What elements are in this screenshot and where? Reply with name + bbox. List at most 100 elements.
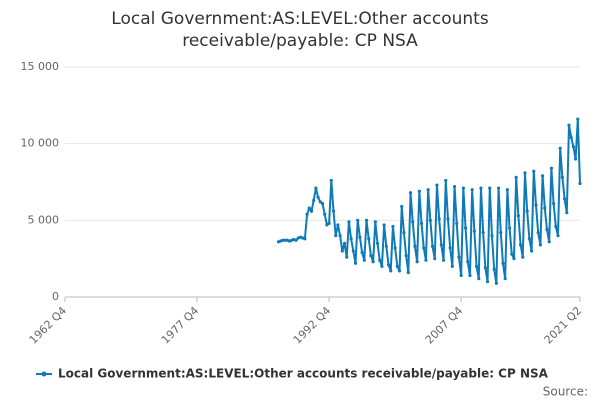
data-point: [525, 209, 529, 213]
data-point: [547, 240, 551, 244]
data-point: [496, 186, 501, 190]
data-point: [338, 234, 342, 238]
data-point: [518, 243, 523, 247]
data-point: [312, 198, 316, 202]
data-point: [455, 221, 459, 225]
data-point: [327, 221, 331, 225]
y-tick-label: 0: [52, 290, 59, 303]
data-point: [281, 238, 285, 242]
data-point: [411, 220, 415, 224]
data-point: [505, 188, 509, 192]
data-point: [391, 224, 395, 229]
data-point: [316, 195, 320, 199]
data-point: [485, 280, 490, 284]
data-point: [452, 185, 457, 189]
x-tick-label: 1962 Q4: [27, 304, 70, 347]
legend-swatch-dot: [41, 371, 47, 377]
data-point: [540, 174, 545, 178]
data-point: [283, 238, 287, 242]
data-point: [437, 217, 441, 221]
data-point: [408, 191, 413, 195]
source: Source:: [543, 385, 588, 399]
data-point: [532, 169, 536, 173]
data-point: [367, 237, 371, 241]
data-point: [422, 246, 426, 250]
data-point: [358, 235, 362, 239]
legend-label: Local Government:AS:LEVEL:Other accounts…: [58, 367, 549, 381]
data-point: [345, 255, 349, 259]
data-point: [314, 186, 318, 190]
data-point: [349, 237, 353, 241]
data-point: [430, 244, 435, 248]
data-point: [424, 258, 428, 262]
data-point: [323, 212, 327, 216]
data-point: [558, 146, 562, 150]
data-point: [523, 171, 527, 175]
data-point: [393, 246, 397, 250]
data-point: [384, 244, 388, 248]
data-point: [362, 258, 366, 262]
data-point: [534, 203, 538, 207]
data-point: [521, 255, 525, 259]
data-point: [397, 269, 402, 273]
data-point: [481, 231, 485, 235]
data-point: [578, 181, 582, 186]
data-point: [494, 281, 498, 285]
y-tick-label: 5 000: [28, 213, 60, 226]
data-point: [400, 204, 404, 209]
data-point: [364, 218, 369, 222]
data-point: [433, 257, 437, 261]
data-point: [554, 224, 558, 229]
data-point: [512, 257, 516, 261]
data-point: [428, 218, 432, 222]
data-point: [356, 218, 360, 222]
data-point: [463, 226, 468, 230]
data-point: [472, 229, 476, 233]
data-point: [450, 264, 454, 268]
data-point: [336, 223, 340, 227]
data-point: [538, 243, 542, 247]
data-point: [404, 254, 408, 258]
data-point: [576, 117, 580, 121]
data-point: [560, 175, 564, 179]
data-point: [378, 258, 382, 262]
data-point: [334, 234, 338, 238]
data-point: [303, 237, 307, 241]
data-point: [369, 254, 373, 258]
data-point: [479, 186, 483, 190]
data-point: [527, 237, 531, 241]
x-tick-label: 1992 Q4: [291, 304, 334, 347]
data-point: [567, 123, 571, 127]
data-point: [395, 264, 399, 268]
data-point: [386, 263, 391, 267]
y-tick-label: 10 000: [21, 137, 60, 150]
data-point: [514, 175, 518, 179]
x-tick-label: 2021 Q2: [542, 304, 585, 347]
data-point: [573, 157, 578, 161]
data-point: [556, 234, 560, 238]
data-point: [565, 211, 569, 215]
data-point: [549, 166, 553, 170]
data-point: [499, 231, 503, 235]
data-point: [351, 249, 355, 253]
data-point: [562, 197, 567, 201]
data-point: [389, 269, 393, 273]
data-point: [474, 264, 479, 268]
data-point: [347, 220, 351, 224]
data-point: [457, 255, 461, 259]
data-point: [406, 270, 410, 275]
data-point: [571, 145, 575, 149]
data-point: [340, 249, 344, 253]
data-point: [483, 266, 487, 270]
data-point: [294, 238, 298, 242]
data-point: [307, 206, 311, 210]
data-point: [413, 244, 417, 248]
data-point: [415, 260, 419, 264]
data-point: [360, 250, 364, 255]
data-point: [551, 201, 556, 206]
data-point: [373, 220, 377, 224]
data-point: [543, 206, 547, 210]
data-point: [439, 243, 443, 247]
